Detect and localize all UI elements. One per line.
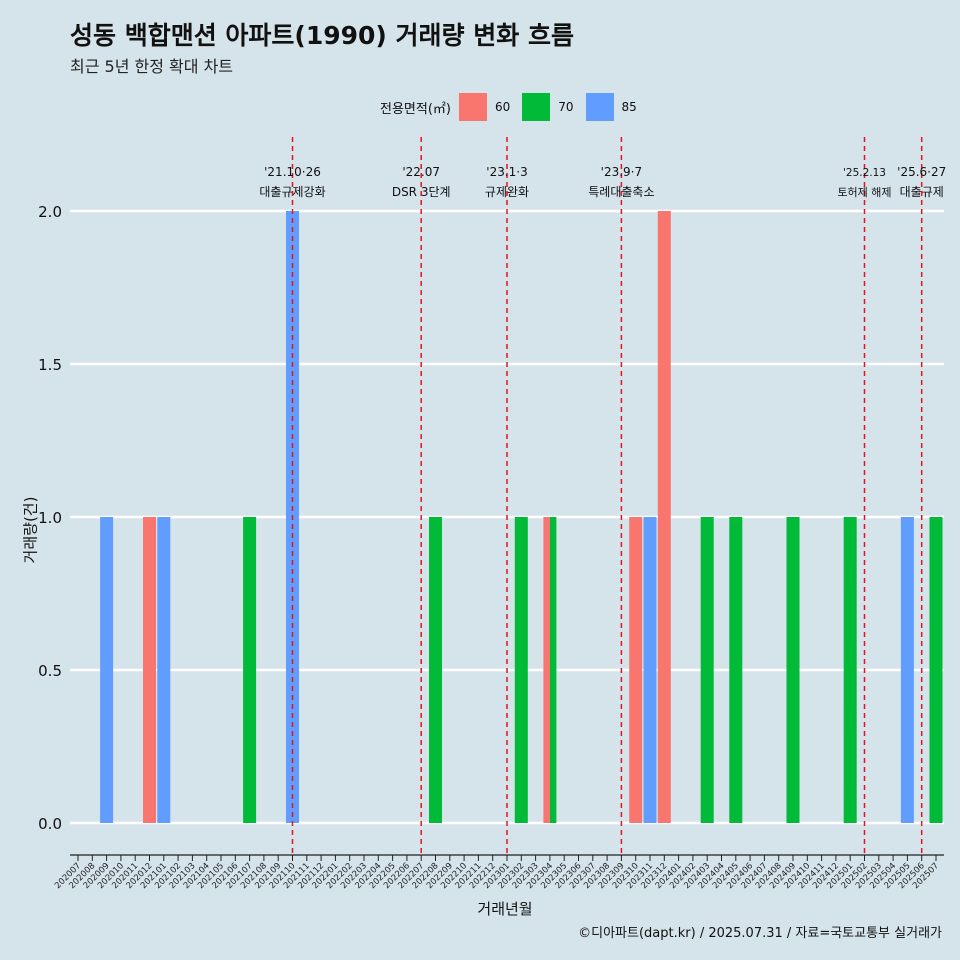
bar-60-202310	[629, 517, 643, 823]
bar-85-202311	[643, 517, 657, 823]
bar-70-202405	[729, 517, 743, 823]
event-label-202502: 토허제 해제	[837, 185, 891, 199]
bar-60-202012	[143, 517, 156, 823]
bar-70-202403	[700, 517, 714, 823]
legend-item-85: 85	[585, 93, 637, 121]
event-date-202301: '23.1·3	[486, 165, 527, 179]
event-date-202207: '22.07	[402, 165, 440, 179]
event-date-202506: '25.6·27	[897, 165, 946, 179]
event-date-202309: '23.9·7	[601, 165, 642, 179]
event-label-202506: 대출규제	[900, 185, 944, 199]
legend-label-60: 60	[494, 100, 511, 114]
bar-70-202501	[843, 517, 857, 823]
y-tick-label: 0.0	[38, 815, 62, 833]
y-axis-label: 거래량(건)	[21, 496, 40, 564]
legend: 전용면적(㎡) 60 70 85	[380, 92, 649, 122]
event-label-202207: DSR 3단계	[392, 185, 451, 199]
bar-85-202009	[100, 517, 114, 823]
y-tick-label: 0.5	[38, 662, 62, 680]
bar-70-202208	[429, 517, 442, 823]
event-date-202110: '21.10·26	[264, 165, 321, 179]
y-tick-label: 2.0	[38, 203, 62, 221]
legend-item-70: 70	[522, 93, 574, 121]
bar-85-202101	[157, 517, 171, 823]
bar-60-202304	[543, 517, 550, 823]
legend-item-60: 60	[458, 93, 511, 121]
bar-60-202312	[657, 211, 671, 823]
chart-subtitle: 최근 5년 한정 확대 차트	[70, 57, 234, 76]
legend-title: 전용면적(㎡)	[380, 101, 451, 117]
bar-85-202505	[900, 517, 914, 823]
event-date-202502: '25.2.13	[843, 167, 886, 179]
bar-70-202409	[786, 517, 800, 823]
event-label-202110: 대출규제강화	[259, 185, 325, 199]
y-tick-label: 1.5	[38, 356, 62, 374]
bar-70-202302	[514, 517, 528, 823]
legend-swatch-70	[522, 93, 551, 121]
legend-label-85: 85	[621, 100, 637, 114]
y-axis-label-wrap: 거래량(건)	[18, 470, 42, 590]
bar-70-202107	[243, 517, 257, 823]
legend-swatch-85	[585, 93, 614, 121]
bar-70-202304	[549, 517, 557, 823]
legend-swatch-60	[458, 93, 487, 121]
event-label-202301: 규제완화	[485, 185, 529, 199]
event-label-202309: 특례대출축소	[588, 185, 654, 199]
chart-title: 성동 백합맨션 아파트(1990) 거래량 변화 흐름	[70, 21, 574, 50]
legend-label-70: 70	[558, 100, 574, 114]
x-axis-label: 거래년월	[477, 900, 533, 918]
bar-70-202507	[929, 517, 943, 823]
source-caption: ©디아파트(dapt.kr) / 2025.07.31 / 자료=국토교통부 실…	[578, 926, 942, 941]
y-tick-label: 1.0	[38, 509, 62, 527]
